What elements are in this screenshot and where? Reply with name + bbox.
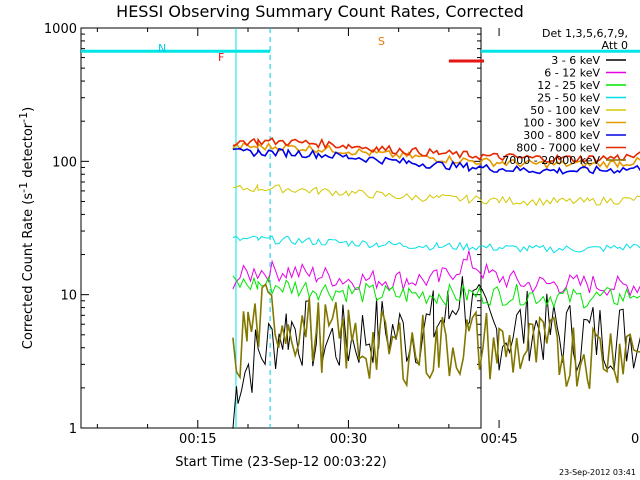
plot-frame — [80, 27, 482, 429]
timestamp: 23-Sep-2012 03:41 — [559, 468, 636, 477]
y-axis-label-main: Corrected Count Rate (s — [21, 193, 36, 350]
series-line — [232, 275, 640, 309]
legend-entry-label: 50 - 100 keV — [530, 104, 600, 117]
series-line — [232, 142, 640, 170]
y-axis-label: Corrected Count Rate (s-1 detector-1) — [17, 107, 36, 349]
flag-n-label: N — [158, 42, 166, 55]
legend-entry-label: 300 - 800 keV — [523, 129, 600, 142]
flag-s-label: S — [378, 35, 385, 48]
x-tick-label: 00:45 — [480, 432, 517, 447]
legend-entry-label: 6 - 12 keV — [544, 67, 600, 80]
legend-header-line2: Att 0 — [602, 39, 628, 52]
y-tick-label: 1 — [69, 422, 77, 437]
legend-entry-label: 100 - 300 keV — [523, 117, 600, 130]
legend-entry-label: 25 - 50 keV — [537, 92, 600, 105]
series-line — [232, 276, 640, 429]
series-line — [232, 282, 640, 389]
y-tick-label: 10 — [60, 289, 77, 304]
legend-entry-label: 12 - 25 keV — [537, 79, 600, 92]
chart-title: HESSI Observing Summary Count Rates, Cor… — [116, 2, 524, 21]
x-tick-label: 00:30 — [330, 432, 367, 447]
y-axis-label-sup2: -1 — [17, 112, 30, 123]
series-lines — [232, 137, 640, 429]
y-tick-label: 100 — [52, 155, 77, 170]
x-tick-label: 00:15 — [179, 432, 216, 447]
series-line — [232, 183, 640, 207]
series-line — [232, 147, 640, 175]
x-axis-label: Start Time (23-Sep-12 00:03:22) — [175, 455, 386, 470]
flag-f-label: F — [218, 51, 224, 64]
series-line — [232, 235, 640, 254]
x-tick-label: 01:00 — [631, 432, 640, 447]
y-tick-label: 1000 — [44, 22, 77, 37]
legend-header-line1: Det 1,3,5,6,7,9, — [542, 27, 628, 40]
y-axis-label-sup1: -1 — [17, 182, 30, 193]
legend-entry-label: 7000 - 20000 keV — [502, 154, 600, 167]
series-line — [232, 137, 640, 164]
y-axis-label-end: ) — [21, 107, 36, 112]
y-tick-labels: 1 10 100 1000 — [44, 22, 77, 437]
legend-entry-label: 800 - 7000 keV — [516, 142, 600, 155]
y-axis-label-mid: detector — [21, 122, 36, 182]
axis-ticks — [81, 27, 500, 429]
series-line — [232, 250, 640, 297]
legend-entry-label: 3 - 6 keV — [551, 54, 600, 67]
